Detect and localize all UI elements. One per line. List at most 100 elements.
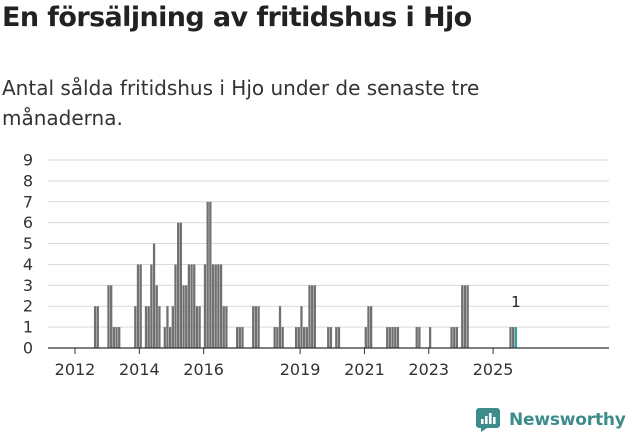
bar-2019-12 bbox=[329, 327, 333, 348]
bar-2015-02 bbox=[174, 264, 177, 348]
annotation-label: 1 bbox=[511, 293, 521, 311]
bar-2017-07 bbox=[252, 306, 255, 348]
bar-2019-11 bbox=[327, 327, 330, 348]
bar-2012-09 bbox=[96, 306, 99, 348]
bar-2021-03 bbox=[370, 306, 373, 348]
bar-2024-03 bbox=[466, 285, 469, 348]
bar-2017-01 bbox=[236, 327, 239, 348]
bar-2015-03 bbox=[177, 222, 180, 348]
bar-2018-04 bbox=[276, 327, 279, 348]
bar-2013-04 bbox=[115, 327, 118, 348]
bar-2024-01 bbox=[461, 285, 464, 348]
y-tick-label: 9 bbox=[23, 151, 33, 170]
bar-2019-01 bbox=[300, 306, 303, 348]
bar-2019-05 bbox=[311, 285, 314, 348]
bar-2014-07 bbox=[155, 285, 158, 348]
bar-2025-08 bbox=[512, 327, 515, 348]
bar-2014-03 bbox=[144, 306, 148, 348]
bar-2017-03 bbox=[241, 327, 244, 348]
bar-2013-12 bbox=[136, 264, 140, 348]
bar-2021-02 bbox=[367, 306, 370, 348]
bar-2020-03 bbox=[337, 327, 341, 348]
bar-2021-10 bbox=[388, 327, 392, 348]
chart-title: En försäljning av fritidshus i Hjo bbox=[2, 2, 472, 33]
y-tick-label: 4 bbox=[23, 255, 33, 274]
bar-2014-06 bbox=[152, 243, 156, 348]
bar-2018-03 bbox=[273, 327, 276, 348]
bar-2023-11 bbox=[455, 327, 459, 348]
y-tick-label: 1 bbox=[23, 318, 33, 337]
axes bbox=[48, 347, 609, 354]
bars bbox=[93, 201, 517, 348]
bar-2014-12 bbox=[169, 327, 172, 348]
bar-2017-02 bbox=[238, 327, 241, 348]
bar-2025-09 bbox=[514, 327, 517, 348]
bar-2022-01 bbox=[396, 327, 400, 348]
bar-2016-02 bbox=[206, 201, 209, 348]
y-tick-label: 5 bbox=[23, 234, 33, 253]
bar-2016-05 bbox=[214, 264, 217, 348]
bar-2016-07 bbox=[219, 264, 223, 348]
x-tick-label: 2019 bbox=[280, 360, 321, 379]
bar-2018-12 bbox=[297, 327, 300, 348]
bar-2021-01 bbox=[364, 327, 367, 348]
bar-2016-01 bbox=[203, 264, 207, 348]
bar-2020-02 bbox=[335, 327, 338, 348]
bar-2016-06 bbox=[217, 264, 220, 348]
bar-2022-08 bbox=[415, 327, 418, 348]
y-tick-label: 6 bbox=[23, 213, 33, 232]
bar-2015-09 bbox=[193, 264, 196, 348]
bar-2021-09 bbox=[386, 327, 389, 348]
tick-labels: 0 1 2 3 4 5 6 7 89 2012 2014 2016 2019 2021 2023 2025 1 bbox=[23, 151, 521, 380]
y-tick-label: 2 bbox=[23, 297, 33, 316]
y-tick-label: 8 bbox=[23, 171, 33, 190]
bar-2014-04 bbox=[147, 306, 150, 348]
bar-2023-10 bbox=[453, 327, 456, 348]
bar-2023-09 bbox=[450, 327, 453, 348]
bar-2014-01 bbox=[139, 264, 142, 348]
y-tick-label: 0 bbox=[23, 339, 33, 358]
bar-2024-02 bbox=[463, 285, 467, 348]
bar-2014-08 bbox=[158, 306, 161, 348]
bar-2014-11 bbox=[166, 306, 169, 348]
x-tick-label: 2014 bbox=[119, 360, 160, 379]
bar-2016-09 bbox=[225, 306, 228, 348]
bar-2015-07 bbox=[187, 264, 191, 348]
y-tick-label: 7 bbox=[23, 192, 33, 211]
x-tick-label: 2021 bbox=[344, 360, 385, 379]
bar-2016-04 bbox=[211, 264, 215, 348]
newsworthy-brand: Newsworthy bbox=[475, 407, 626, 433]
chart-subtitle: Antal sålda fritidshus i Hjo under de se… bbox=[2, 76, 480, 130]
bar-2013-05 bbox=[118, 327, 121, 348]
bar-2019-03 bbox=[305, 327, 308, 348]
x-tick-label: 2012 bbox=[55, 360, 96, 379]
bar-2018-06 bbox=[281, 327, 284, 348]
bar-2013-11 bbox=[134, 306, 137, 348]
bar-2019-04 bbox=[308, 285, 311, 348]
bar-2013-01 bbox=[107, 285, 110, 348]
gridlines bbox=[48, 159, 609, 328]
bar-2015-06 bbox=[185, 285, 188, 348]
bar-2012-08 bbox=[93, 306, 97, 348]
x-tick-label: 2023 bbox=[408, 360, 449, 379]
bar-2017-08 bbox=[254, 306, 258, 348]
bar-2018-05 bbox=[278, 306, 282, 348]
bar-2018-11 bbox=[294, 327, 298, 348]
bar-2015-08 bbox=[190, 264, 193, 348]
bar-2019-02 bbox=[303, 327, 306, 348]
bar-2015-11 bbox=[198, 306, 201, 348]
bar-2016-08 bbox=[222, 306, 225, 348]
bar-2017-09 bbox=[257, 306, 260, 348]
bar-2013-03 bbox=[112, 327, 115, 348]
newsworthy-logo-icon bbox=[476, 408, 500, 432]
bar-2019-06 bbox=[313, 285, 316, 348]
x-tick-label: 2016 bbox=[183, 360, 224, 379]
brand-name: Newsworthy bbox=[509, 410, 626, 430]
bar-2016-03 bbox=[209, 201, 212, 348]
bar-2014-10 bbox=[163, 327, 166, 348]
x-tick-label: 2025 bbox=[473, 360, 514, 379]
bar-2021-11 bbox=[391, 327, 394, 348]
bar-2013-02 bbox=[110, 285, 113, 348]
bar-2023-01 bbox=[428, 327, 432, 348]
